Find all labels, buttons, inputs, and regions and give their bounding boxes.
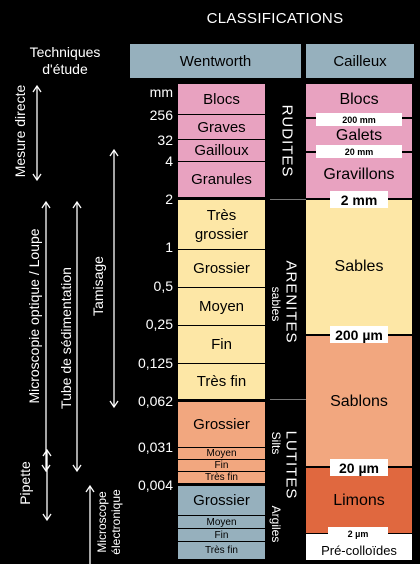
wentworth-granules: Granules (178, 162, 265, 198)
scale-label-32: 32 (157, 132, 173, 148)
scale-label-0-031: 0,031 (137, 439, 173, 455)
scale-label-2: 2 (165, 191, 173, 207)
scale-label-0-004: 0,004 (137, 477, 173, 493)
wentworth-tres-fin-argile: Très fin (178, 542, 265, 560)
cailleux-limons: Limons (306, 467, 412, 533)
limit-tag-200mm: 200 mm (316, 113, 402, 126)
techniques-header: Techniques d'étude (4, 44, 126, 78)
wentworth-tres-grossier: Très grossier (178, 200, 265, 250)
technique-tamisage: Tamisage (90, 256, 106, 316)
limit-tag-200um: 200 µm (330, 326, 388, 343)
wentworth-tres-fin-silt: Très fin (178, 472, 265, 484)
scale-label-0-125: 0,125 (137, 355, 173, 371)
wentworth-moyen-silt: Moyen (178, 448, 265, 460)
limit-tag-20mm: 20 mm (316, 145, 402, 158)
wentworth-grossier-sable: Grossier (178, 250, 265, 288)
wentworth-blocs: Blocs (178, 84, 265, 115)
scale-label-0-25: 0,25 (145, 316, 173, 332)
wentworth-grossier-silt: Grossier (178, 402, 265, 448)
technique-microscope-electronique: Microscope électronique (95, 489, 123, 554)
scale-label-4: 4 (165, 153, 173, 169)
technique-microscopie-optique: Microscopie optique / Loupe (26, 228, 42, 404)
cailleux-header: Cailleux (306, 44, 414, 78)
limit-tag-20um: 20 µm (330, 459, 388, 476)
wentworth-graves: Graves (178, 115, 265, 140)
cailleux-sables: Sables (306, 198, 412, 335)
boundary-line-0-062 (270, 399, 306, 400)
page-title: CLASSIFICATIONS (206, 10, 344, 27)
technique-microscope-electronique-text: Microscope électronique (95, 489, 123, 555)
technique-mesure-directe: Mesure directe (12, 84, 28, 178)
scale-label-0-5: 0,5 (153, 278, 173, 294)
wentworth-moyen-argile: Moyen (178, 516, 265, 529)
cailleux-blocs: Blocs (306, 84, 412, 115)
limit-tag-2mm: 2 mm (330, 191, 388, 208)
wentworth-moyen-sable: Moyen (178, 288, 265, 326)
technique-tube-sedimentation: Tube de sédimentation (58, 267, 74, 409)
wentworth-gailloux: Gailloux (178, 140, 265, 162)
technique-pipette: Pipette (17, 461, 33, 505)
scale-label-0-062: 0,062 (137, 393, 173, 409)
cailleux-gravillons: Gravillons (306, 151, 412, 198)
scale-label-1: 1 (165, 239, 173, 255)
wentworth-fin-sable: Fin (178, 326, 265, 364)
limit-tag-2um: 2 µm (328, 527, 388, 540)
boundary-line-2mm (270, 199, 306, 200)
wentworth-header: Wentworth (130, 44, 301, 78)
cailleux-sablons: Sablons (306, 335, 412, 467)
scale-label-256: 256 (149, 107, 173, 123)
wentworth-fin-silt: Fin (178, 460, 265, 472)
techniques-header-text: Techniques d'étude (29, 44, 101, 77)
scale-label-unit: mm (149, 84, 173, 100)
wentworth-grossier-argile: Grossier (178, 486, 265, 516)
wentworth-fin-argile: Fin (178, 529, 265, 542)
wentworth-tres-fin-sable: Très fin (178, 364, 265, 400)
